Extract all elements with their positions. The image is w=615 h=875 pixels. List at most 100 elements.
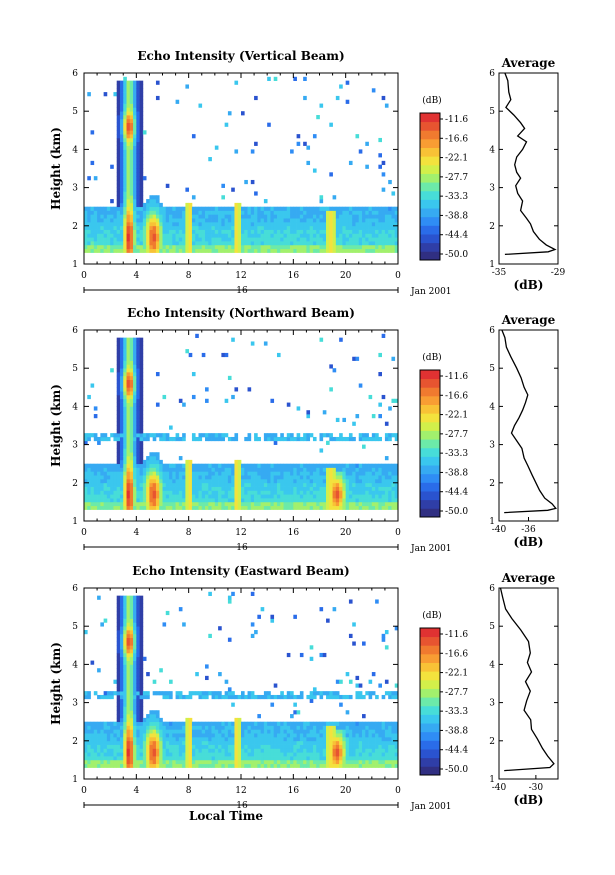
heatmap-cell [136,475,140,480]
heatmap-cell [188,218,193,223]
heatmap-cell [293,721,297,726]
heatmap-cell [155,714,160,719]
heatmap-cell [123,237,127,242]
heatmap-cell [110,733,114,738]
heatmap-cell [103,221,108,227]
heatmap-cell [201,501,206,507]
heatmap-cell [234,505,239,510]
heatmap-cell [227,756,232,761]
heatmap-cell [335,505,340,510]
heatmap-cell [116,202,121,208]
heatmap-cell [270,433,275,438]
heatmap-cell [290,433,294,438]
heatmap-cell [129,364,134,369]
heatmap-cell [339,233,343,238]
heatmap-cell [149,505,154,510]
profile-line [504,72,557,256]
heatmap-cell [293,498,297,503]
heatmap-cell [142,744,147,749]
heatmap-cell [286,244,291,250]
heatmap-cell [234,436,239,442]
heatmap-cell [335,691,340,696]
heatmap-cell [352,763,356,768]
heatmap-cell [247,729,252,734]
heatmap-cell [384,463,389,468]
heatmap-cell [191,244,196,250]
heatmap-cell [116,752,121,757]
heatmap-cell [358,383,363,388]
heatmap-cell [312,494,317,499]
heatmap-cell [139,103,144,108]
heatmap-cell [129,456,134,461]
heatmap-cell [362,756,366,761]
heatmap-cell [365,467,369,472]
heatmap-cell [227,206,232,211]
heatmap-cell [276,505,281,510]
heatmap-cell [335,210,340,215]
heatmap-cell [293,248,297,253]
heatmap-cell [142,478,147,484]
heatmap-cell [218,214,222,219]
heatmap-cell [280,206,284,211]
heatmap-cell [267,225,271,230]
heatmap-cell [178,456,183,461]
heatmap-cell [185,748,190,753]
heatmap-cell [136,448,140,453]
heatmap-cell [316,244,320,250]
heatmap-cell [126,149,131,154]
heatmap-cell [119,433,124,438]
heatmap-cell [273,433,278,438]
heatmap-cell [139,107,144,112]
heatmap-cell [126,448,131,453]
heatmap-cell [368,486,373,491]
heatmap-cell [296,498,301,503]
heatmap-cell [139,172,144,177]
heatmap-cell [299,744,304,749]
heatmap-cell [244,221,248,227]
heatmap-cell [211,233,216,238]
profile-y-tick-label: 2 [489,222,495,232]
y-axis-label: Height (km) [49,384,63,467]
heatmap-cell [371,729,376,734]
heatmap-cell [358,471,363,476]
heatmap-cell [110,475,114,480]
heatmap-cell [119,733,124,738]
heatmap-cell [139,752,144,757]
colorbar-swatch [420,130,440,140]
heatmap-cell [116,494,121,499]
heatmap-cell [250,229,255,234]
heatmap-cell [355,248,360,253]
heatmap-cell [322,221,327,227]
heatmap-cell [283,486,288,491]
heatmap-cell [87,490,91,495]
heatmap-cell [371,221,376,227]
heatmap-cell [139,471,144,476]
heatmap-cell [136,337,140,342]
heatmap-cell [362,241,366,246]
heatmap-cell [290,229,294,234]
heatmap-cell [136,394,140,400]
heatmap-cell [136,706,140,711]
heatmap-cell [208,691,212,696]
heatmap-cell [123,187,127,192]
heatmap-cell [247,475,252,480]
heatmap-cell [358,237,363,242]
heatmap-cell [267,478,271,484]
heatmap-cell [93,241,98,246]
heatmap-cell [159,736,163,742]
heatmap-cell [155,229,160,234]
heatmap-cell [303,475,307,480]
heatmap-cell [129,398,134,403]
heatmap-cell [244,748,248,753]
heatmap-cell [214,740,219,745]
colorbar-tick-label: -27.7 [445,430,468,440]
heatmap-cell [214,467,219,472]
heatmap-cell [326,505,330,510]
heatmap-cell [129,752,134,757]
heatmap-cell [322,759,327,765]
heatmap-cell [116,225,121,230]
heatmap-cell [260,248,265,253]
heatmap-cell [169,233,173,238]
heatmap-cell [136,736,140,742]
heatmap-cell [133,436,137,442]
